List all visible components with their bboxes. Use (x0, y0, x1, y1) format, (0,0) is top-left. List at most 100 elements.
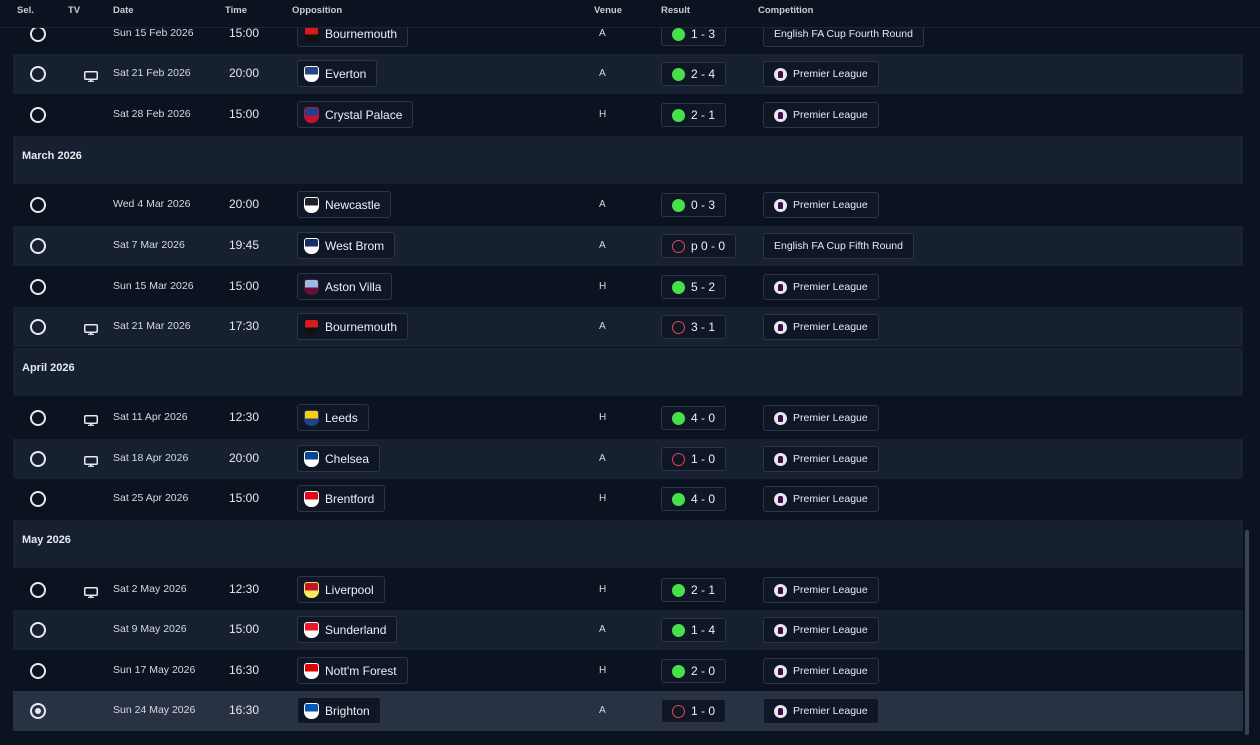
opposition-button[interactable]: Crystal Palace (297, 101, 414, 128)
result-badge[interactable]: 2 - 0 (661, 659, 727, 683)
win-indicator-icon (672, 623, 685, 637)
result-badge[interactable]: 2 - 1 (661, 103, 727, 127)
win-indicator-icon (672, 108, 685, 122)
table-row[interactable]: Sat 11 Apr 2026 12:30 Leeds H 4 - 0 Premier L… (13, 398, 1243, 438)
opposition-button[interactable]: Nott'm Forest (297, 657, 408, 684)
result-badge[interactable]: 2 - 4 (661, 62, 727, 86)
result-badge[interactable]: 5 - 2 (661, 275, 727, 299)
competition-button[interactable]: Premier League (763, 192, 879, 218)
opposition-name: Aston Villa (325, 279, 382, 294)
select-radio[interactable] (30, 622, 46, 638)
premier-league-icon (774, 623, 787, 637)
table-row[interactable]: Sat 2 May 2026 12:30 Liverpool H 2 - 1 Premie… (13, 570, 1243, 610)
opposition-button[interactable]: Leeds (297, 404, 369, 431)
table-header: Sel. TV Date Time Opposition Venue Resul… (0, 0, 1260, 28)
column-header-opposition[interactable]: Opposition (292, 5, 343, 16)
opposition-button[interactable]: Brentford (297, 485, 386, 512)
column-header-competition[interactable]: Competition (758, 5, 814, 16)
table-row-selected[interactable]: Sun 24 May 2026 16:30 Brighton A 1 - 0 Premie… (13, 691, 1243, 731)
table-row[interactable]: Sat 28 Feb 2026 15:00 Crystal Palace H 2 - 1… (13, 95, 1243, 135)
table-row[interactable]: Sat 21 Mar 2026 17:30 Bournemouth A 3 - 1 Pre… (13, 307, 1243, 347)
result-badge[interactable]: 4 - 0 (661, 406, 727, 430)
competition-button[interactable]: Premier League (763, 314, 879, 340)
venue-label: A (599, 199, 606, 210)
result-badge[interactable]: 4 - 0 (661, 487, 727, 511)
premier-league-icon (774, 704, 787, 718)
select-radio[interactable] (30, 491, 46, 507)
month-header: March 2026 (13, 136, 1243, 184)
select-radio[interactable] (30, 26, 46, 42)
competition-button[interactable]: Premier League (763, 698, 879, 724)
opposition-button[interactable]: Newcastle (297, 191, 392, 218)
result-badge[interactable]: p 0 - 0 (661, 234, 737, 258)
competition-button[interactable]: Premier League (763, 274, 879, 300)
table-row[interactable]: Sat 9 May 2026 15:00 Sunderland A 1 - 4 Premi… (13, 610, 1243, 650)
column-header-venue[interactable]: Venue (594, 5, 622, 16)
opposition-button[interactable]: Liverpool (297, 576, 385, 603)
column-header-time[interactable]: Time (225, 5, 248, 16)
opposition-button[interactable]: Bournemouth (297, 313, 409, 340)
select-radio[interactable] (30, 582, 46, 598)
competition-button[interactable]: Premier League (763, 102, 879, 128)
result-badge[interactable]: 1 - 0 (661, 447, 727, 471)
select-radio[interactable] (30, 279, 46, 295)
table-row[interactable]: Sat 18 Apr 2026 20:00 Chelsea A 1 - 0 Premier… (13, 439, 1243, 479)
opposition-button[interactable]: Aston Villa (297, 273, 393, 300)
competition-name: Premier League (793, 68, 868, 80)
column-header-sel[interactable]: Sel. (17, 5, 34, 16)
select-radio[interactable] (30, 66, 46, 82)
select-radio[interactable] (30, 107, 46, 123)
select-radio[interactable] (30, 319, 46, 335)
competition-button[interactable]: Premier League (763, 446, 879, 472)
column-header-result[interactable]: Result (661, 5, 691, 16)
competition-button[interactable]: Premier League (763, 617, 879, 643)
competition-button[interactable]: Premier League (763, 486, 879, 512)
select-radio[interactable] (30, 197, 46, 213)
loss-indicator-icon (672, 704, 685, 718)
competition-button[interactable]: English FA Cup Fifth Round (763, 233, 914, 259)
score: p 0 - 0 (691, 239, 726, 253)
column-header-date[interactable]: Date (113, 5, 134, 16)
table-row[interactable]: Sat 21 Feb 2026 20:00 Everton A 2 - 4 Premier… (13, 54, 1243, 94)
select-radio[interactable] (30, 410, 46, 426)
venue-label: H (599, 281, 607, 292)
opposition-name: Bournemouth (325, 26, 398, 41)
match-time: 15:00 (229, 491, 260, 505)
everton-crest-icon (304, 65, 319, 82)
result-badge[interactable]: 2 - 1 (661, 578, 727, 602)
loss-indicator-icon (672, 239, 685, 253)
table-row[interactable]: Sun 17 May 2026 16:30 Nott'm Forest H 2 - 0 P… (13, 651, 1243, 691)
competition-button[interactable]: Premier League (763, 577, 879, 603)
select-radio[interactable] (30, 238, 46, 254)
opposition-name: Brighton (325, 703, 370, 718)
premier-league-icon (774, 583, 787, 597)
scrollbar[interactable] (1245, 530, 1249, 735)
opposition-button[interactable]: Everton (297, 60, 378, 87)
competition-button[interactable]: Premier League (763, 61, 879, 87)
result-badge[interactable]: 3 - 1 (661, 315, 727, 339)
result-badge[interactable]: 1 - 0 (661, 699, 727, 723)
select-radio[interactable] (30, 663, 46, 679)
match-time: 16:30 (229, 663, 260, 677)
opposition-name: Newcastle (325, 197, 381, 212)
opposition-button[interactable]: Sunderland (297, 616, 398, 643)
opposition-button[interactable]: Brighton (297, 697, 381, 724)
table-row[interactable]: Sun 15 Mar 2026 15:00 Aston Villa H 5 - 2 Pre… (13, 267, 1243, 307)
table-row[interactable]: Wed 4 Mar 2026 20:00 Newcastle A 0 - 3 Premie… (13, 185, 1243, 225)
column-header-tv[interactable]: TV (68, 5, 81, 16)
venue-label: A (599, 68, 606, 79)
venue-label: A (599, 624, 606, 635)
result-badge[interactable]: 0 - 3 (661, 193, 727, 217)
competition-button[interactable]: Premier League (763, 658, 879, 684)
premier-league-icon (774, 492, 787, 506)
table-row[interactable]: Sat 25 Apr 2026 15:00 Brentford H 4 - 0 Premi… (13, 479, 1243, 519)
match-date: Sun 15 Feb 2026 (113, 27, 194, 39)
result-badge[interactable]: 1 - 4 (661, 618, 727, 642)
tv-icon (84, 322, 98, 335)
select-radio[interactable] (30, 703, 46, 719)
competition-button[interactable]: Premier League (763, 405, 879, 431)
select-radio[interactable] (30, 451, 46, 467)
opposition-button[interactable]: West Brom (297, 232, 396, 259)
opposition-button[interactable]: Chelsea (297, 445, 381, 472)
